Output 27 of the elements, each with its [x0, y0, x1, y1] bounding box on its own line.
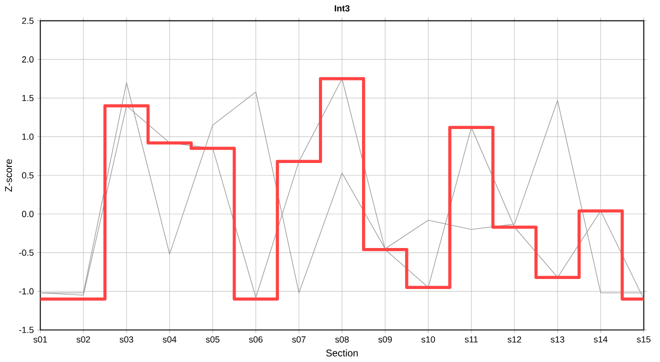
y-axis-title: Z-score [5, 159, 12, 192]
y-tick-label: 1.5 [22, 95, 34, 102]
x-tick-label: s01 [33, 336, 47, 343]
x-tick-label: s10 [421, 336, 435, 343]
x-tick-label: s15 [636, 336, 650, 343]
x-tick-label: s07 [292, 336, 306, 343]
y-tick-label: 0.0 [22, 211, 34, 218]
chart-title: Int3 [334, 5, 350, 12]
x-tick-label: s06 [248, 336, 263, 343]
x-tick-label: s03 [120, 336, 134, 343]
x-tick-label: s09 [378, 336, 392, 343]
x-axis-title: Section [326, 349, 358, 357]
y-tick-label: -0.5 [19, 250, 34, 256]
y-tick-label: 2.0 [22, 56, 34, 63]
x-tick-label: s12 [508, 336, 522, 343]
x-tick-label: s11 [464, 336, 478, 343]
x-tick-label: s13 [550, 336, 564, 343]
x-tick-label: s02 [76, 336, 90, 343]
y-tick-label: -1.0 [19, 288, 34, 295]
x-tick-label: s14 [594, 336, 608, 343]
x-tick-label: s08 [335, 336, 349, 343]
y-tick-label: 2.5 [22, 18, 34, 24]
x-tick-label: s05 [206, 336, 220, 343]
y-tick-label: -1.5 [19, 327, 34, 334]
y-tick-label: 1.0 [22, 134, 34, 140]
x-tick-label: s04 [162, 336, 176, 343]
y-tick-label: 0.5 [22, 172, 34, 179]
